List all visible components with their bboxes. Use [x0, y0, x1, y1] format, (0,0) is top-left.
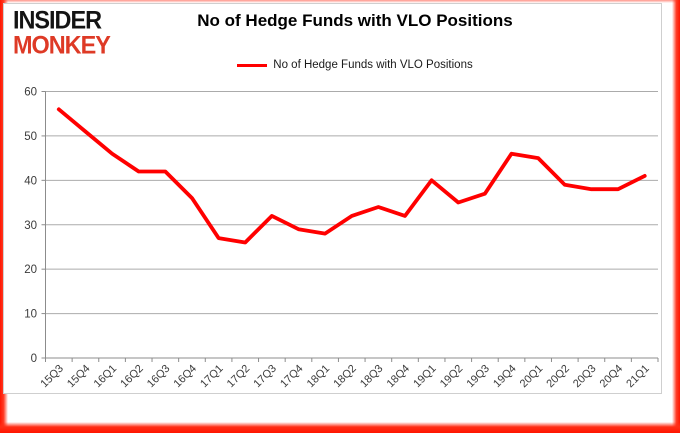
x-axis-label: 16Q1	[92, 363, 120, 391]
x-axis-label: 20Q3	[571, 363, 599, 391]
x-axis-label: 16Q3	[145, 363, 173, 391]
y-axis-label: 30	[24, 220, 37, 232]
page-title: No of Hedge Funds with VLO Positions	[197, 11, 513, 30]
x-axis-label: 16Q2	[118, 363, 146, 391]
x-axis-label: 15Q3	[38, 363, 66, 391]
chart-outer-frame	[3, 3, 662, 394]
insider-monkey-logo: INSIDER MONKEY	[13, 5, 111, 59]
x-axis-label: 17Q3	[251, 363, 279, 391]
x-axis-label: 19Q3	[465, 363, 493, 391]
x-axis-label: 19Q2	[438, 363, 466, 391]
logo-line-monkey: MONKEY	[13, 30, 111, 59]
y-axis-label: 10	[24, 309, 37, 321]
x-axis-label: 16Q4	[172, 363, 200, 391]
y-axis-label: 20	[24, 264, 37, 276]
legend-line-swatch	[237, 63, 268, 67]
x-axis-label: 19Q1	[411, 363, 439, 391]
x-axis-label: 18Q1	[305, 363, 333, 391]
x-axis-label: 17Q1	[198, 363, 226, 391]
x-axis-label: 20Q4	[598, 363, 626, 391]
x-axis-label: 17Q2	[225, 363, 253, 391]
x-axis-label: 21Q1	[624, 363, 652, 391]
x-axis-label: 18Q2	[331, 363, 359, 391]
y-axis-label: 0	[31, 353, 37, 365]
y-axis-label: 60	[24, 87, 37, 99]
x-axis-label: 17Q4	[278, 363, 306, 391]
legend: No of Hedge Funds with VLO Positions	[60, 59, 650, 71]
x-axis-label: 19Q4	[491, 363, 519, 391]
y-axis-label: 50	[24, 131, 37, 143]
y-axis-label: 40	[24, 175, 37, 187]
legend-label: No of Hedge Funds with VLO Positions	[273, 59, 473, 71]
x-axis-label: 15Q4	[65, 363, 93, 391]
x-axis-label: 20Q1	[518, 363, 546, 391]
x-axis-label: 18Q3	[358, 363, 386, 391]
series-line	[56, 107, 647, 245]
x-axis-label: 20Q2	[544, 363, 572, 391]
x-axis-label: 18Q4	[385, 363, 413, 391]
logo-line-insider: INSIDER	[13, 5, 102, 34]
